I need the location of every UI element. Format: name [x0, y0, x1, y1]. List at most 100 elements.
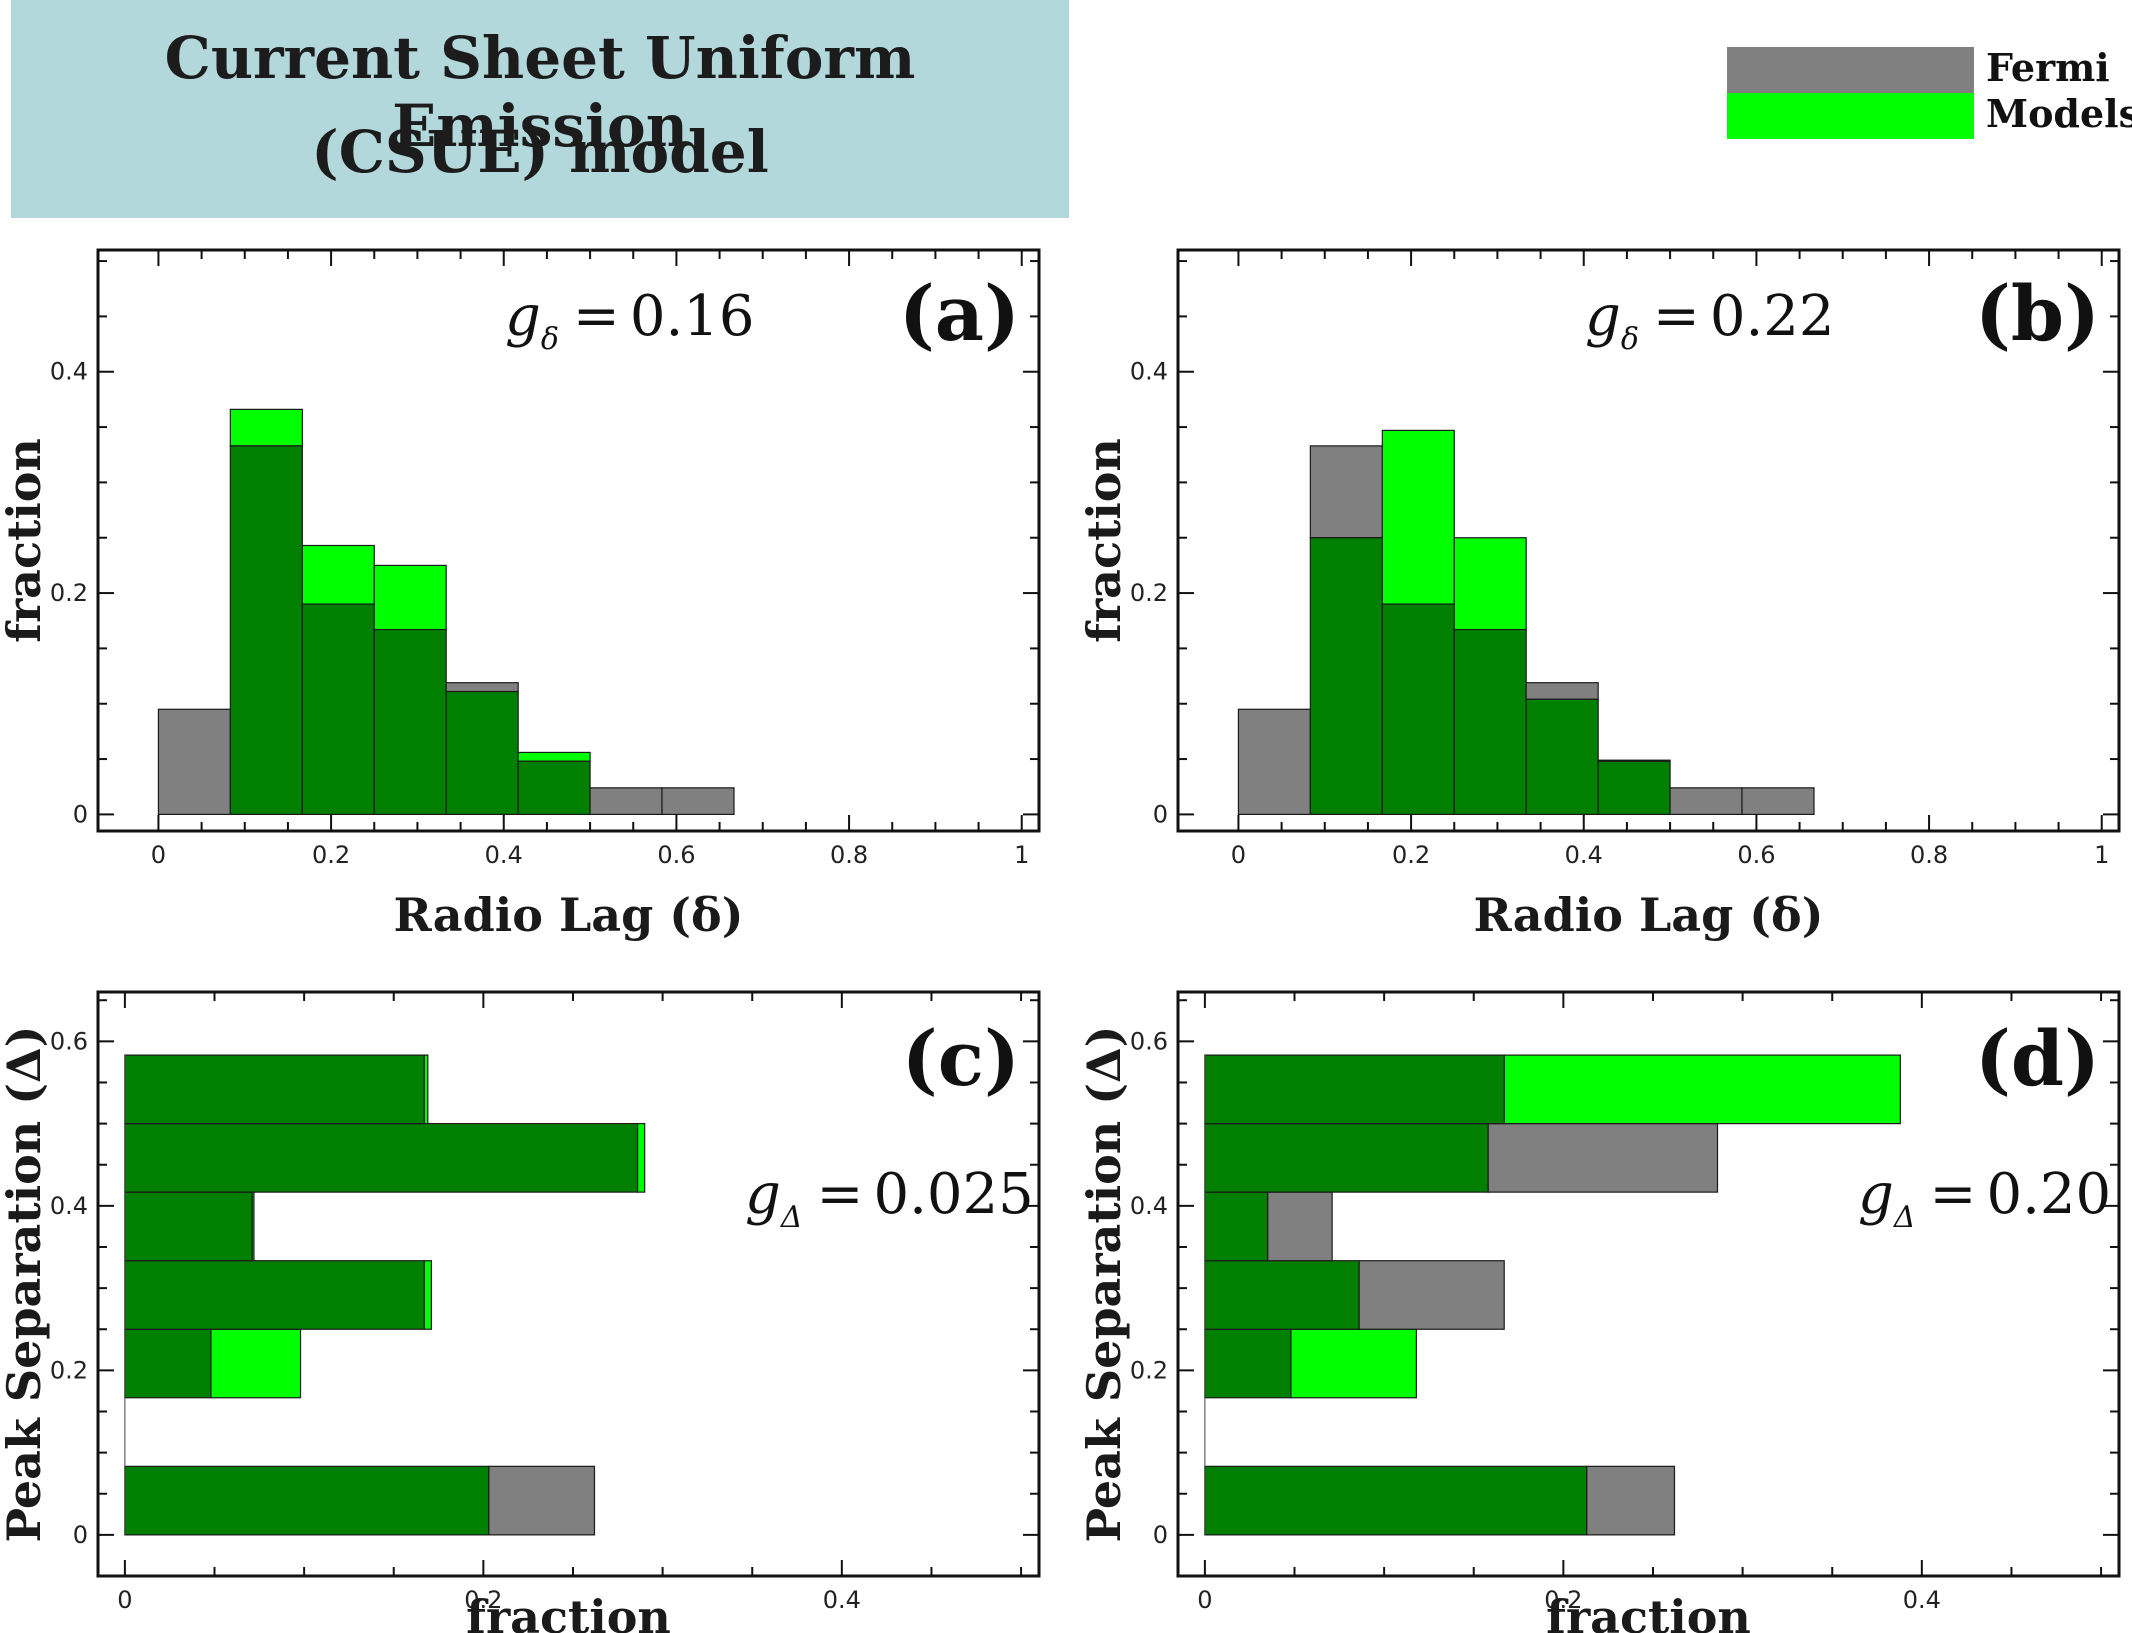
y-axis-label: fraction: [0, 438, 51, 643]
x-tick-label: 1: [1014, 841, 1029, 869]
plot-frame: [1176, 990, 2121, 1578]
bar-overlap-5: [124, 1123, 639, 1193]
bar-fermi-7: [661, 787, 735, 816]
bar-overlap-5: [517, 760, 591, 816]
x-tick-label: 0: [1231, 841, 1246, 869]
panel-tag: (c): [902, 1014, 1020, 1103]
y-tick-label: 0.4: [1130, 358, 1168, 386]
bar-overlap-5: [1204, 1123, 1489, 1193]
y-tick-label: 0.2: [1130, 579, 1168, 607]
y-axis-label: fraction: [1077, 438, 1131, 643]
bar-fermi-0: [157, 708, 231, 815]
x-tick-label: 0.4: [1903, 1586, 1941, 1614]
bar-models-2: [1290, 1328, 1417, 1399]
bar-overlap-3: [373, 628, 447, 816]
bar-fermi-4: [445, 682, 519, 693]
stat-equals: =: [573, 284, 620, 349]
chart-title-line1: Current Sheet Uniform Emission: [164, 24, 916, 160]
x-tick-label: 0.2: [1544, 1586, 1582, 1614]
panel-tag: (b): [1975, 269, 2100, 358]
stat-value: 0.22: [1710, 284, 1835, 349]
x-tick-label: 0.2: [464, 1586, 502, 1614]
bar-models-2: [210, 1328, 302, 1399]
bar-models-1: [229, 408, 303, 447]
bar-models-5: [636, 1123, 646, 1193]
y-tick-label: 0.6: [50, 1027, 88, 1055]
legend-label-0: Fermi: [1986, 45, 2110, 90]
y-tick-label: 0.6: [1130, 1027, 1168, 1055]
bar-fermi-1: [1309, 445, 1383, 539]
panel-tag: (d): [1975, 1014, 2100, 1103]
bar-overlap-5: [1597, 760, 1671, 816]
ticks: [1178, 250, 2119, 831]
stat-symbol: g: [1585, 284, 1621, 349]
bar-models-6: [1503, 1054, 1901, 1125]
bar-overlap-0: [124, 1465, 490, 1536]
chart-panel-2: 0 0.2 0.4 0 0.2 0.4 0.6 fraction Peak Separation…: [0, 990, 1041, 1633]
bar-overlap-2: [301, 603, 375, 816]
bar-fermi-0: [1237, 708, 1311, 815]
bar-models-3: [423, 1260, 432, 1330]
x-axis-label: fraction: [1546, 1590, 1751, 1633]
bar-overlap-4: [1204, 1191, 1269, 1262]
legend-swatch-0: [1727, 47, 1974, 93]
x-tick-label: 0.2: [312, 841, 350, 869]
y-tick-label: 0.2: [50, 1356, 88, 1384]
x-tick-label: 0: [151, 841, 166, 869]
chart-panel-3: 0 0.2 0.4 0 0.2 0.4 0.6 fraction Peak Separation…: [1077, 990, 2121, 1633]
y-tick-label: 0: [1153, 800, 1168, 828]
panels: 0 0.2 0.4 0.6 0.8 1 0 0.2 0.4 Radio Lag (δ) fracti…: [0, 248, 2121, 1633]
bar-overlap-0: [1204, 1465, 1588, 1536]
bar-overlap-6: [124, 1054, 425, 1125]
x-tick-label: 0.4: [823, 1586, 861, 1614]
bar-fermi-7: [1741, 787, 1815, 816]
stat-subscript: δ: [541, 322, 559, 357]
x-tick-label: 0.2: [1392, 841, 1430, 869]
title-box: Current Sheet Uniform Emission (CSUE) mo…: [11, 0, 1069, 218]
bar-overlap-1: [229, 445, 303, 815]
x-tick-label: 0.6: [657, 841, 695, 869]
bar-models-2: [301, 544, 375, 605]
x-axis-label: Radio Lag (δ): [1474, 888, 1824, 942]
x-tick-label: 0: [117, 1586, 132, 1614]
x-tick-label: 0.4: [485, 841, 523, 869]
y-axis-label: Peak Separation (Δ): [1077, 1026, 1131, 1543]
legend-swatch-1: [1727, 93, 1974, 139]
x-axis-label: fraction: [466, 1590, 671, 1633]
y-tick-label: 0.4: [50, 358, 88, 386]
x-tick-label: 0.8: [830, 841, 868, 869]
stat-label: gΔ = 0.20: [1858, 1162, 2111, 1235]
stat-subscript: Δ: [780, 1200, 803, 1235]
y-tick-label: 0: [73, 1521, 88, 1549]
y-tick-label: 0: [1153, 1521, 1168, 1549]
bars: [1204, 1054, 1901, 1536]
stat-equals: =: [1653, 284, 1700, 349]
stat-equals: =: [817, 1162, 864, 1227]
x-tick-label: 0.6: [1737, 841, 1775, 869]
plot-frame: [96, 990, 1041, 1578]
stat-symbol: g: [745, 1162, 781, 1227]
bar-fermi-3: [1358, 1260, 1505, 1330]
bar-overlap-3: [124, 1260, 425, 1330]
legend-label-1: Models: [1986, 91, 2132, 136]
bar-fermi-0: [1586, 1465, 1676, 1536]
stat-label: gδ = 0.16: [505, 284, 755, 357]
ticks: [98, 992, 1039, 1576]
stat-equals: =: [1930, 1162, 1977, 1227]
bar-models-5: [517, 751, 591, 762]
bar-overlap-2: [1204, 1328, 1292, 1399]
stat-label: gΔ = 0.025: [745, 1162, 1034, 1235]
bar-overlap-4: [124, 1191, 253, 1262]
bar-models-3: [1453, 537, 1527, 631]
bar-fermi-5: [1487, 1123, 1719, 1193]
bar-models-3: [373, 564, 447, 631]
ticks: [98, 250, 1039, 831]
bar-overlap-1: [1309, 537, 1383, 815]
bar-fermi-4: [1525, 682, 1599, 700]
stat-value: 0.16: [630, 284, 755, 349]
y-tick-label: 0: [73, 800, 88, 828]
y-tick-label: 0.2: [50, 579, 88, 607]
y-tick-label: 0.4: [50, 1192, 88, 1220]
bar-fermi-6: [1669, 787, 1743, 816]
